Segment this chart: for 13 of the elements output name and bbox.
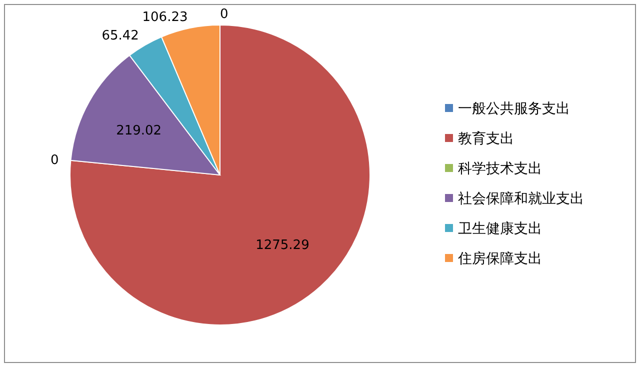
legend-label: 卫生健康支出 [458, 221, 542, 237]
data-label: 1275.29 [256, 238, 310, 253]
data-label: 106.23 [142, 10, 188, 26]
legend-label: 一般公共服务支出 [458, 101, 570, 117]
legend-label: 科学技术支出 [458, 161, 542, 177]
data-label: 219.02 [116, 124, 162, 139]
text: 0 [50, 153, 59, 168]
legend-label: 教育支出 [458, 130, 514, 147]
pie-slice [70, 24, 370, 326]
legend-label: 社会保障和就业支出 [458, 191, 584, 207]
data-label: 65.42 [102, 28, 139, 44]
legend-label: 住房保障支出 [457, 251, 542, 267]
text: 0 [220, 7, 228, 22]
